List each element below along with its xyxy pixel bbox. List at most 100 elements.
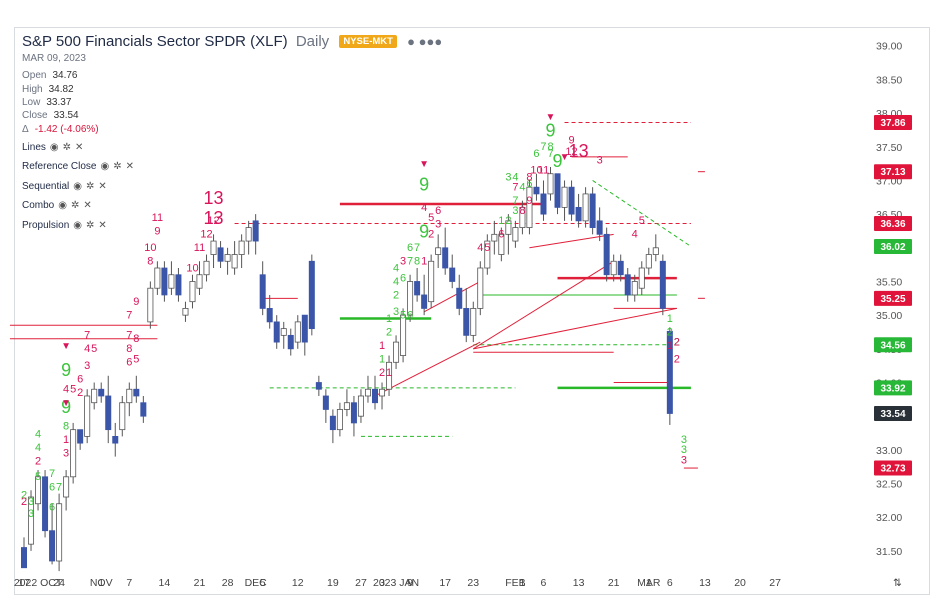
candle-down bbox=[315, 382, 322, 390]
countdown-label: 5 bbox=[70, 384, 76, 396]
candle-down bbox=[266, 308, 273, 323]
price-tag-label: 37.86 bbox=[880, 118, 905, 129]
countdown-label: 3 bbox=[400, 256, 406, 268]
candle-down bbox=[161, 267, 168, 296]
price-tag-label: 36.36 bbox=[880, 219, 905, 230]
candle-down bbox=[533, 186, 540, 195]
candle-up bbox=[364, 388, 371, 397]
setup-count-label: 6 bbox=[400, 272, 406, 284]
gear-icon[interactable]: ✲ bbox=[70, 200, 80, 211]
candle-down bbox=[624, 274, 631, 296]
time-tick-label: MAR bbox=[637, 577, 661, 589]
setup-count-label: 3 bbox=[505, 171, 511, 183]
close-icon[interactable]: ✕ bbox=[83, 200, 92, 211]
indicator-reference-close: Reference Close ◉ ✲ ✕ bbox=[22, 161, 134, 172]
time-tick-label: 12 bbox=[292, 577, 304, 589]
candle-up bbox=[526, 186, 533, 228]
countdown-label: 5 bbox=[91, 343, 97, 355]
candle-up bbox=[245, 227, 252, 242]
candle-up bbox=[210, 240, 217, 255]
close-icon[interactable]: ✕ bbox=[98, 181, 107, 192]
price-tick-label: 31.50 bbox=[876, 546, 902, 558]
setup-count-label: 3 bbox=[28, 496, 34, 508]
time-tick-label: 1 bbox=[646, 577, 652, 589]
gear-icon[interactable]: ✲ bbox=[86, 220, 95, 231]
countdown-label: 2 bbox=[379, 367, 385, 379]
eye-icon[interactable]: ◉ bbox=[49, 142, 59, 153]
eye-icon[interactable]: ◉ bbox=[58, 200, 67, 211]
setup-count-label: 2 bbox=[21, 489, 27, 501]
candle-up bbox=[631, 281, 638, 296]
setup-count-label: 3 bbox=[681, 434, 687, 446]
candle-up bbox=[119, 402, 126, 431]
time-tick-label: 6 bbox=[667, 577, 673, 589]
time-tick-label: 1 bbox=[519, 577, 525, 589]
price-tag-label: 37.13 bbox=[880, 167, 905, 178]
candle-down bbox=[42, 476, 49, 532]
close-icon[interactable]: ✕ bbox=[125, 161, 134, 172]
setup-count-label: 1 bbox=[386, 313, 392, 325]
setup-count-label: 3 bbox=[512, 205, 518, 217]
candle-up bbox=[189, 281, 196, 303]
countdown-label: 4 bbox=[632, 229, 638, 241]
candle-up bbox=[505, 220, 512, 235]
countdown-label: 1 bbox=[386, 367, 392, 379]
candle-up bbox=[645, 254, 652, 269]
time-tick-label: 23 bbox=[467, 577, 479, 589]
candle-up bbox=[357, 395, 364, 417]
trend-line bbox=[374, 341, 481, 397]
candle-up bbox=[547, 173, 554, 195]
price-tag bbox=[874, 290, 912, 306]
candle-up bbox=[470, 308, 477, 336]
ohlc-low: Low 33.37 bbox=[22, 97, 72, 108]
candle-down bbox=[322, 395, 329, 410]
eye-icon[interactable]: ◉ bbox=[73, 181, 82, 192]
candle-up bbox=[428, 260, 435, 303]
eye-icon[interactable]: ◉ bbox=[73, 220, 82, 231]
close-icon[interactable]: ✕ bbox=[75, 142, 84, 153]
candle-up bbox=[343, 402, 350, 410]
setup-count-label: 1 bbox=[379, 353, 385, 365]
candle-up bbox=[336, 409, 343, 431]
price-tag-label: 33.54 bbox=[880, 409, 905, 420]
indicator-propulsion: Propulsion ◉ ✲ ✕ bbox=[22, 220, 107, 231]
candle-up bbox=[168, 274, 175, 289]
candle-up bbox=[294, 321, 301, 343]
candle-down bbox=[259, 274, 266, 309]
time-tick-label: 21 bbox=[608, 577, 620, 589]
gear-icon[interactable]: ✲ bbox=[86, 181, 95, 192]
countdown-label: 13 bbox=[204, 188, 224, 208]
countdown-label: 8 bbox=[526, 171, 532, 183]
candle-up bbox=[203, 260, 210, 276]
countdown-label: 11 bbox=[194, 242, 205, 254]
setup-count-label: 4 bbox=[512, 171, 518, 183]
countdown-label: 7 bbox=[126, 330, 132, 342]
countdown-label: 4 bbox=[477, 242, 483, 254]
time-tick-label: 2022 OCT bbox=[14, 577, 63, 589]
interval-label[interactable]: Daily bbox=[295, 33, 330, 50]
candle-down bbox=[449, 267, 456, 282]
candle-up bbox=[196, 274, 203, 289]
countdown-label: 2 bbox=[674, 336, 680, 348]
gear-icon[interactable]: ✲ bbox=[113, 161, 122, 172]
time-tick-label: DEC bbox=[245, 577, 268, 589]
eye-icon[interactable]: ◉ bbox=[100, 161, 110, 172]
gear-icon[interactable]: ✲ bbox=[62, 142, 72, 153]
countdown-label: 1 bbox=[421, 256, 427, 268]
candle-down bbox=[589, 193, 596, 228]
countdown-label: 10 bbox=[530, 165, 542, 177]
more-dots-icon[interactable]: ● ●●● bbox=[407, 34, 443, 49]
candle-down bbox=[617, 260, 624, 276]
candle-up bbox=[84, 395, 91, 437]
candle-down bbox=[329, 415, 336, 431]
candle-up bbox=[56, 503, 63, 562]
close-icon[interactable]: ✕ bbox=[98, 220, 107, 231]
time-tick-label: 24 bbox=[53, 577, 65, 589]
setup-count-label: 8 bbox=[547, 141, 553, 153]
candle-up bbox=[238, 240, 245, 255]
candle-up bbox=[400, 314, 407, 356]
candle-down bbox=[217, 247, 224, 262]
countdown-label: 11 bbox=[152, 212, 163, 224]
price-tag bbox=[874, 380, 912, 396]
